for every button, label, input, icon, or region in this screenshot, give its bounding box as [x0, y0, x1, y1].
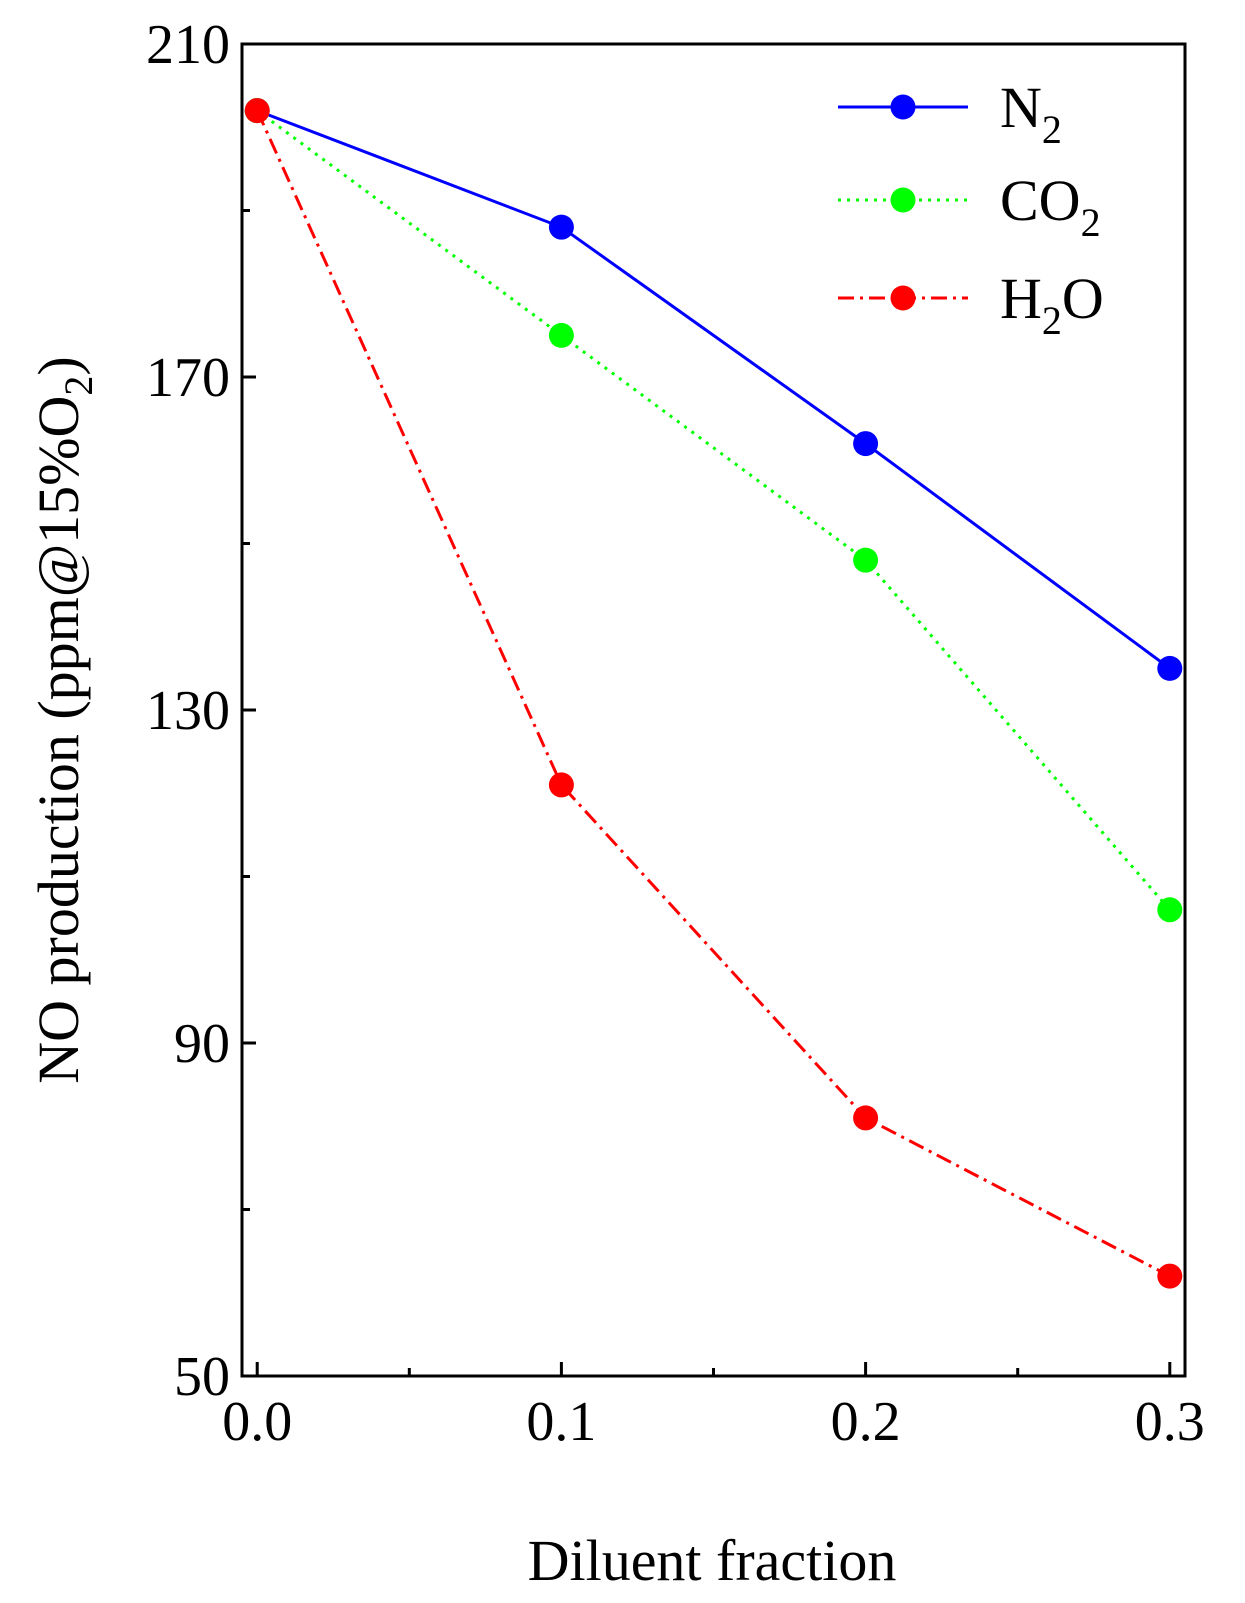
legend-label-main: N	[1000, 75, 1042, 140]
data-point-co2	[548, 322, 574, 348]
legend-label-tail: O	[1062, 266, 1104, 331]
x-axis-title: Diluent fraction	[528, 1528, 897, 1593]
series-line-n2	[256, 109, 1171, 670]
legend-marker-n2	[890, 94, 916, 120]
x-tick-label: 0.2	[831, 1391, 901, 1453]
data-point-n2	[853, 431, 879, 457]
x-tick-label: 0.1	[526, 1391, 596, 1453]
x-tick-label: 0.3	[1135, 1391, 1205, 1453]
x-tick-label: 0.0	[222, 1391, 292, 1453]
y-tick-label: 50	[174, 1346, 230, 1408]
legend-label-main: H	[1000, 266, 1042, 331]
y-axis-title-subscript: 2	[56, 376, 101, 396]
plot-frame	[240, 42, 1187, 1378]
data-point-co2	[853, 547, 879, 573]
data-point-h2o	[244, 98, 270, 124]
series-line-co2	[256, 109, 1171, 911]
legend-label-subscript: 2	[1081, 200, 1101, 245]
legend-marker-co2	[890, 187, 916, 213]
legend-label-h2o: H2O	[1000, 266, 1104, 343]
legend-label-subscript: 2	[1042, 107, 1062, 152]
y-tick-label: 130	[146, 680, 230, 742]
y-tick-label: 210	[146, 14, 230, 76]
legend-label-main: CO	[1000, 168, 1081, 233]
data-point-n2	[1157, 655, 1183, 681]
legend-marker-h2o	[890, 285, 916, 311]
legend-label-co2: CO2	[1000, 168, 1101, 245]
y-axis-title: NO production (ppm@15%O2)	[26, 356, 101, 1083]
data-point-h2o	[1157, 1263, 1183, 1289]
legend-label-n2: N2	[1000, 75, 1062, 152]
data-point-h2o	[853, 1105, 879, 1131]
y-axis-title-close: )	[26, 356, 91, 375]
data-point-n2	[548, 214, 574, 240]
data-point-h2o	[548, 772, 574, 798]
legend-label-subscript: 2	[1042, 298, 1062, 343]
y-tick-label: 170	[146, 347, 230, 409]
data-point-co2	[1157, 897, 1183, 923]
y-axis-title-main: NO production (ppm@15%O	[26, 396, 91, 1084]
y-tick-label: 90	[174, 1013, 230, 1075]
series-line-h2o	[255, 109, 1171, 1278]
